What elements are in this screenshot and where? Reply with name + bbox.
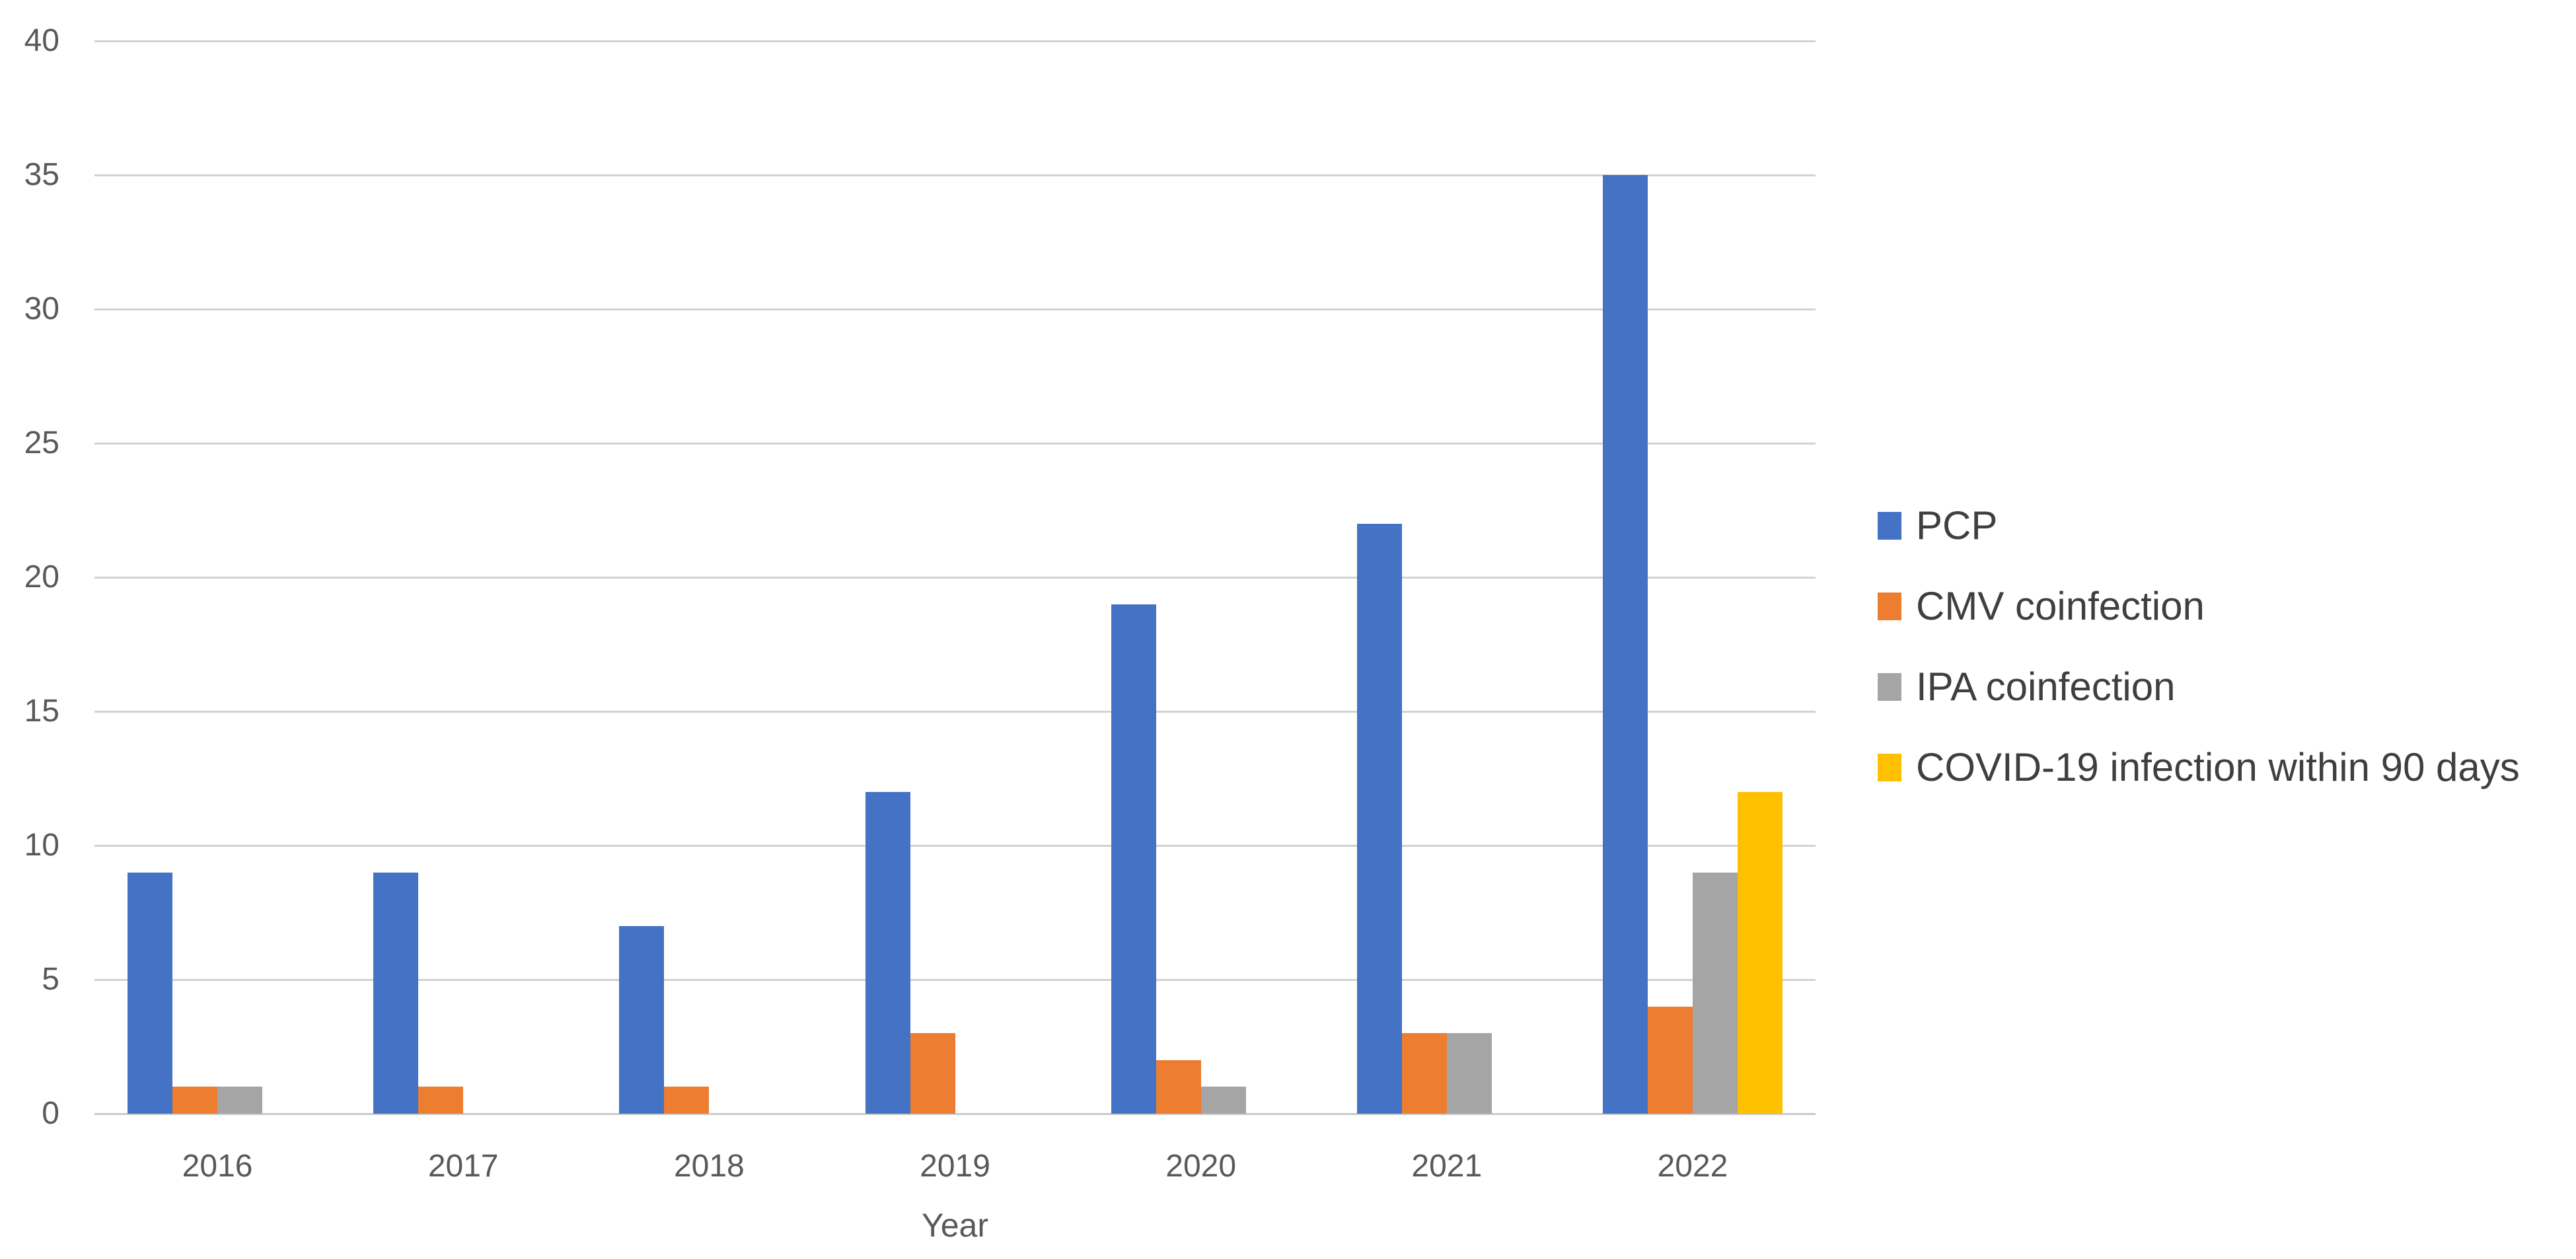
bar-covid-19-infection-within-90-days-2022 (1737, 791, 1783, 1114)
legend-label: IPA coinfection (1916, 665, 2176, 709)
legend: PCP CMV coinfection IPA coinfection COVID-1… (1878, 486, 2520, 808)
bar-pcp-2016 (128, 872, 173, 1114)
y-axis-tick-label: 30 (24, 291, 59, 326)
y-axis-tick-label: 10 (24, 828, 59, 863)
gridline (94, 40, 1816, 42)
x-axis-tick-label: 2020 (1165, 1149, 1237, 1184)
legend-label: COVID-19 infection within 90 days (1916, 745, 2520, 789)
bar-cmv-coinfection-2020 (1156, 1060, 1201, 1114)
legend-marker-pcp (1878, 512, 1901, 540)
x-axis-tick-label: 2022 (1657, 1149, 1728, 1184)
bar-ipa-coinfection-2016 (217, 1087, 263, 1114)
legend-item-covid-19-infection-within-90-days: COVID-19 infection within 90 days (1878, 727, 2520, 808)
bar-cmv-coinfection-2021 (1401, 1033, 1447, 1114)
y-axis-tick-label: 20 (24, 559, 59, 594)
y-axis-tick-label: 25 (24, 425, 59, 460)
bar-cmv-coinfection-2016 (172, 1087, 218, 1114)
bar-ipa-coinfection-2020 (1200, 1087, 1246, 1114)
x-axis-tick-label: 2019 (920, 1149, 990, 1184)
gridline (94, 978, 1816, 981)
legend-label: CMV coinfection (1916, 584, 2205, 628)
bar-pcp-2022 (1602, 175, 1648, 1114)
legend-marker-cmv-coinfection (1878, 593, 1901, 620)
bar-cmv-coinfection-2022 (1647, 1006, 1693, 1114)
legend-label: PCP (1916, 503, 1998, 548)
gridline (94, 174, 1816, 176)
y-axis-tick-label: 40 (24, 23, 59, 58)
y-axis-tick-label: 15 (24, 694, 59, 729)
bar-pcp-2017 (373, 872, 419, 1114)
bar-pcp-2021 (1356, 523, 1402, 1114)
x-axis-tick-label: 2016 (182, 1149, 253, 1184)
gridline (94, 308, 1816, 310)
bar-pcp-2019 (865, 791, 910, 1114)
x-axis-title: Year (921, 1207, 989, 1244)
gridline (94, 710, 1816, 713)
bar-pcp-2018 (619, 925, 665, 1114)
bar-cmv-coinfection-2018 (664, 1087, 710, 1114)
x-axis-tick-label: 2021 (1411, 1149, 1483, 1184)
legend-marker-ipa-coinfection (1878, 673, 1901, 701)
y-axis-tick-label: 5 (42, 962, 59, 997)
bar-ipa-coinfection-2021 (1446, 1033, 1492, 1114)
bar-pcp-2020 (1111, 604, 1156, 1114)
bar-cmv-coinfection-2017 (418, 1087, 464, 1114)
legend-marker-covid-19-infection-within-90-days (1878, 754, 1901, 781)
x-axis-tick-label: 2017 (427, 1149, 499, 1184)
legend-item-cmv-coinfection: CMV coinfection (1878, 566, 2520, 647)
y-axis-tick-label: 0 (42, 1096, 59, 1131)
gridline (94, 576, 1816, 579)
y-axis-tick-label: 35 (24, 157, 59, 192)
bar-ipa-coinfection-2022 (1692, 872, 1738, 1114)
x-axis-tick-label: 2018 (673, 1149, 745, 1184)
bar-cmv-coinfection-2019 (910, 1033, 955, 1114)
x-axis-line (94, 1112, 1816, 1115)
gridline (94, 844, 1816, 847)
legend-item-ipa-coinfection: IPA coinfection (1878, 647, 2520, 727)
legend-item-pcp: PCP (1878, 486, 2520, 566)
gridline (94, 442, 1816, 445)
